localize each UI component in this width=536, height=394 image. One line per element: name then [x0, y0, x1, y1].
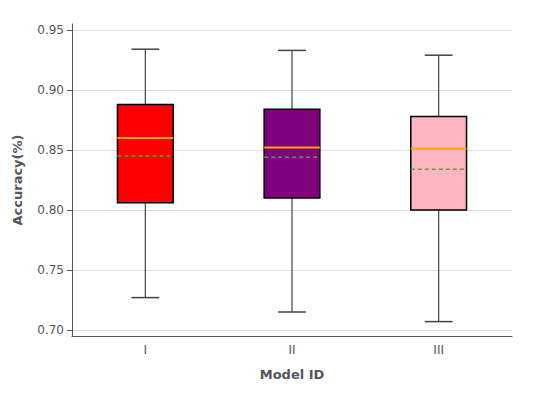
svg-text:Accuracy(%): Accuracy(%): [10, 135, 25, 226]
svg-text:0.95: 0.95: [37, 23, 64, 37]
svg-text:0.70: 0.70: [37, 323, 64, 337]
svg-text:Model ID: Model ID: [260, 367, 325, 382]
svg-text:0.90: 0.90: [37, 83, 64, 97]
svg-text:I: I: [144, 343, 148, 357]
svg-text:0.80: 0.80: [37, 203, 64, 217]
svg-text:II: II: [288, 343, 295, 357]
svg-text:III: III: [433, 343, 444, 357]
svg-text:0.85: 0.85: [37, 143, 64, 157]
svg-text:0.75: 0.75: [37, 263, 64, 277]
